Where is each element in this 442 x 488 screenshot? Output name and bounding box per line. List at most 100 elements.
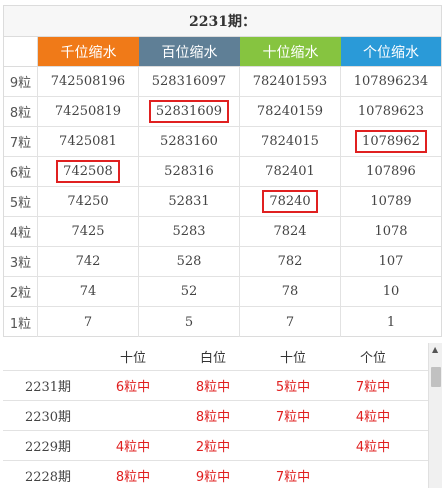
table-cell: 7824	[240, 217, 341, 246]
cell-value: 528316	[164, 164, 214, 179]
history-hit	[333, 461, 413, 488]
cell-value: 7824	[273, 224, 307, 239]
table-cell: 1078	[341, 217, 441, 246]
history-row: 2230期 8粒中 7粒中 4粒中	[3, 401, 442, 431]
scroll-up-icon[interactable]: ▲	[432, 345, 439, 354]
table-cell: 7	[38, 307, 139, 337]
table-row: 6粒 742508 528316 782401 107896	[4, 157, 441, 187]
history-header-col: 十位	[119, 351, 146, 366]
period-title: 2231期：	[189, 14, 256, 30]
row-label: 2粒	[4, 277, 38, 306]
cell-value: 528	[176, 254, 202, 269]
table-cell: 7	[240, 307, 341, 337]
table-cell: 782401593	[240, 67, 341, 96]
history-hit	[93, 401, 173, 430]
table-row: 1粒 7 5 7 1	[4, 307, 441, 337]
scroll-thumb[interactable]	[431, 367, 441, 387]
table-row: 7粒 7425081 5283160 7824015 1078962	[4, 127, 441, 157]
cell-value: 107	[378, 254, 404, 269]
table-cell: 742508196	[38, 67, 139, 96]
history-row: 2229期 4粒中 2粒中 4粒中	[3, 431, 442, 461]
history-header-col: 个位	[359, 351, 386, 366]
vertical-scrollbar[interactable]: ▲	[428, 343, 442, 488]
table-cell: 528316097	[139, 67, 240, 96]
cell-value: 782	[277, 254, 303, 269]
row-label: 3粒	[4, 247, 38, 276]
table-cell: 107896234	[341, 67, 441, 96]
cell-value: 1078	[374, 224, 408, 239]
table-cell: 7425	[38, 217, 139, 246]
cell-value: 742	[75, 254, 101, 269]
table-title-row: 2231期：	[4, 6, 441, 37]
cell-value: 10789	[370, 194, 412, 209]
table-cell: 742	[38, 247, 139, 276]
table-cell: 782	[240, 247, 341, 276]
table-cell: 1078962	[341, 127, 441, 156]
history-hit: 9粒中	[195, 470, 231, 485]
history-hit: 4粒中	[355, 410, 391, 425]
history-hit: 5粒中	[275, 380, 311, 395]
header-tens: 十位缩水	[240, 37, 341, 66]
table-row: 4粒 7425 5283 7824 1078	[4, 217, 441, 247]
table-cell: 78	[240, 277, 341, 306]
cell-value: 107896234	[353, 74, 429, 89]
history-header-col: 白位	[199, 351, 226, 366]
table-cell: 10789623	[341, 97, 441, 126]
history-hit: 7粒中	[275, 470, 311, 485]
history-period: 2230期	[24, 410, 72, 425]
cell-value: 782401593	[252, 74, 328, 89]
history-period: 2228期	[24, 470, 72, 485]
cell-value: 78240159	[256, 104, 324, 119]
history-hit: 8粒中	[195, 410, 231, 425]
row-label: 5粒	[4, 187, 38, 216]
cell-value: 7	[285, 314, 295, 330]
table-cell: 74250819	[38, 97, 139, 126]
cell-value: 7	[83, 314, 93, 330]
row-label: 8粒	[4, 97, 38, 126]
history-header-period	[3, 343, 93, 370]
header-hundreds: 百位缩水	[139, 37, 240, 66]
table-cell: 782401	[240, 157, 341, 186]
table-row: 5粒 74250 52831 78240 10789	[4, 187, 441, 217]
header-thousands: 千位缩水	[38, 37, 139, 66]
history-hit: 4粒中	[115, 440, 151, 455]
table-row: 8粒 74250819 52831609 78240159 10789623	[4, 97, 441, 127]
table-cell: 107	[341, 247, 441, 276]
table-cell: 7824015	[240, 127, 341, 156]
history-hit: 8粒中	[115, 470, 151, 485]
cell-value: 782401	[265, 164, 315, 179]
table-row: 2粒 74 52 78 10	[4, 277, 441, 307]
row-label: 1粒	[4, 307, 38, 337]
cell-value: 74250819	[54, 104, 122, 119]
table-cell: 78240159	[240, 97, 341, 126]
table-cell: 5	[139, 307, 240, 337]
cell-value: 7824015	[261, 134, 319, 149]
history-hit: 6粒中	[115, 380, 151, 395]
cell-value: 5	[184, 314, 194, 330]
table-row: 3粒 742 528 782 107	[4, 247, 441, 277]
cell-value: 10789623	[357, 104, 425, 119]
table-cell: 52831609	[139, 97, 240, 126]
cell-value: 528316097	[151, 74, 227, 89]
history-hit: 2粒中	[195, 440, 231, 455]
table-cell: 74250	[38, 187, 139, 216]
cell-value: 10	[382, 284, 400, 299]
table-cell: 528	[139, 247, 240, 276]
history-row: 2231期 6粒中 8粒中 5粒中 7粒中	[3, 371, 442, 401]
highlighted-value: 78240	[262, 190, 318, 213]
row-label: 7粒	[4, 127, 38, 156]
header-row: 千位缩水 百位缩水 十位缩水 个位缩水	[4, 37, 441, 67]
cell-value: 107896	[366, 164, 416, 179]
cell-value: 52831	[168, 194, 210, 209]
table-cell: 74	[38, 277, 139, 306]
history-hit: 4粒中	[355, 440, 391, 455]
history-period: 2231期	[24, 380, 72, 395]
cell-value: 5283160	[160, 134, 218, 149]
history-row: 2228期 8粒中 9粒中 7粒中	[3, 461, 442, 488]
table-cell: 528316	[139, 157, 240, 186]
highlighted-value: 742508	[56, 160, 120, 183]
table-row: 9粒 742508196 528316097 782401593 107896234	[4, 67, 441, 97]
row-label: 9粒	[4, 67, 38, 96]
history-hit: 8粒中	[195, 380, 231, 395]
history-hit	[253, 431, 333, 460]
